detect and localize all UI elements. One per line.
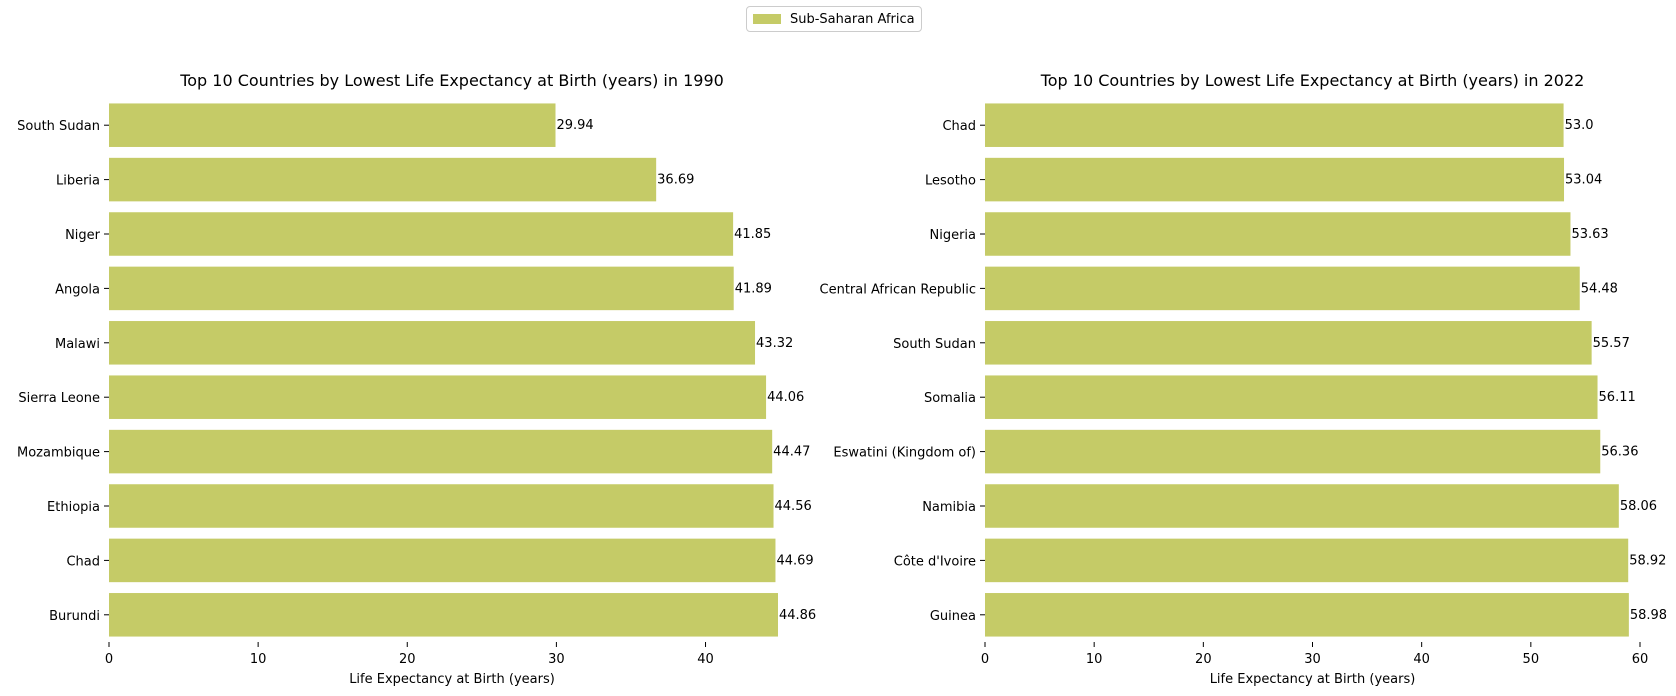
bar-1-9	[109, 538, 776, 583]
bar-1-4	[109, 266, 734, 311]
x-tick-label-2-2: 10	[1086, 652, 1103, 667]
bar-2-10	[985, 593, 1629, 637]
y-tick-label-2-4: Central African Republic	[820, 282, 976, 297]
y-tick-label-1-8: Ethiopia	[47, 500, 100, 515]
value-label-1-5: 43.32	[756, 336, 793, 351]
x-tick-label-2-6: 50	[1523, 652, 1540, 667]
legend-label: Sub-Saharan Africa	[790, 11, 915, 27]
bar-2-8	[985, 484, 1619, 528]
bar-1-8	[109, 484, 774, 528]
bar-1-3	[109, 212, 734, 256]
value-label-2-3: 53.63	[1571, 227, 1608, 242]
y-tick-label-2-9: Côte d'Ivoire	[894, 554, 976, 569]
bar-2-4	[985, 266, 1580, 311]
y-tick-label-2-1: Chad	[942, 119, 976, 134]
value-label-2-9: 58.92	[1629, 553, 1666, 568]
y-tick-label-1-6: Sierra Leone	[18, 391, 100, 406]
y-tick-label-2-10: Guinea	[930, 609, 976, 624]
bar-2-3	[985, 212, 1571, 256]
value-label-2-7: 56.36	[1601, 445, 1638, 460]
value-label-1-3: 41.85	[734, 227, 771, 242]
y-tick-label-1-3: Niger	[65, 228, 101, 243]
bar-2-1	[985, 103, 1564, 147]
value-label-2-2: 53.04	[1565, 173, 1602, 188]
legend: Sub-Saharan Africa	[746, 6, 922, 32]
bar-1-6	[109, 375, 767, 419]
value-label-1-2: 36.69	[657, 173, 694, 188]
value-label-2-4: 54.48	[1581, 281, 1618, 296]
y-tick-label-1-5: Malawi	[55, 337, 100, 352]
y-tick-label-2-5: South Sudan	[893, 337, 976, 352]
y-tick-label-2-8: Namibia	[922, 500, 976, 515]
y-tick-label-2-6: Somalia	[924, 391, 976, 406]
bar-1-10	[109, 593, 778, 637]
x-tick-label-1-4: 30	[548, 652, 565, 667]
x-tick-label-2-1: 0	[981, 652, 989, 667]
chart-title-2: Top 10 Countries by Lowest Life Expectan…	[1040, 71, 1585, 90]
value-label-2-5: 55.57	[1593, 336, 1630, 351]
y-tick-label-1-9: Chad	[66, 554, 100, 569]
bar-1-1	[109, 103, 556, 147]
bar-2-5	[985, 321, 1592, 365]
value-label-1-9: 44.69	[776, 553, 813, 568]
y-tick-label-2-3: Nigeria	[929, 228, 976, 243]
x-tick-label-1-3: 20	[399, 652, 416, 667]
x-tick-label-2-7: 60	[1632, 652, 1649, 667]
y-tick-label-1-4: Angola	[55, 282, 100, 297]
x-tick-label-1-2: 10	[250, 652, 267, 667]
value-label-2-10: 58.98	[1630, 608, 1667, 623]
legend-swatch	[753, 14, 781, 24]
x-tick-label-1-1: 0	[105, 652, 113, 667]
x-tick-label-2-4: 30	[1304, 652, 1321, 667]
y-tick-label-1-10: Burundi	[49, 609, 100, 624]
value-label-1-8: 44.56	[775, 499, 812, 514]
bar-1-5	[109, 321, 756, 365]
y-tick-label-1-7: Mozambique	[17, 446, 100, 461]
x-tick-label-2-3: 20	[1195, 652, 1212, 667]
value-label-1-7: 44.47	[773, 445, 810, 460]
value-label-1-4: 41.89	[735, 281, 772, 296]
y-tick-label-2-7: Eswatini (Kingdom of)	[833, 446, 976, 461]
x-axis-label-2: Life Expectancy at Birth (years)	[1210, 672, 1416, 687]
value-label-1-6: 44.06	[767, 390, 804, 405]
x-axis-label-1: Life Expectancy at Birth (years)	[349, 672, 555, 687]
bar-2-6	[985, 375, 1598, 419]
bar-1-7	[109, 429, 773, 474]
value-label-1-10: 44.86	[779, 608, 816, 623]
x-tick-label-2-5: 40	[1413, 652, 1430, 667]
value-label-2-8: 58.06	[1620, 499, 1657, 514]
y-tick-label-2-2: Lesotho	[925, 174, 976, 189]
value-label-2-1: 53.0	[1565, 118, 1594, 133]
bar-2-2	[985, 157, 1565, 202]
chart-title-1: Top 10 Countries by Lowest Life Expectan…	[179, 71, 724, 90]
y-tick-label-1-1: South Sudan	[17, 119, 100, 134]
bar-1-2	[109, 157, 657, 202]
bar-2-7	[985, 429, 1601, 474]
y-tick-label-1-2: Liberia	[56, 174, 100, 189]
x-tick-label-1-5: 40	[697, 652, 714, 667]
bar-2-9	[985, 538, 1629, 583]
value-label-2-6: 56.11	[1599, 390, 1636, 405]
value-label-1-1: 29.94	[556, 118, 593, 133]
